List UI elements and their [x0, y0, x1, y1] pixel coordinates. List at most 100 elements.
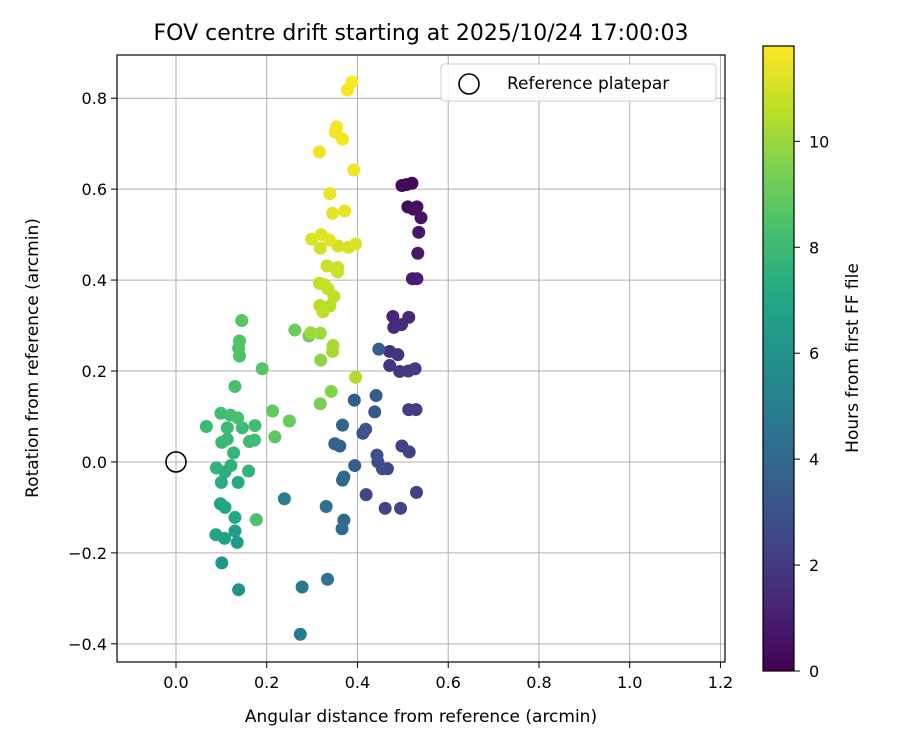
x-tick-label: 0.6 — [435, 673, 460, 692]
data-point — [348, 459, 362, 473]
data-point — [414, 211, 428, 225]
data-point — [313, 326, 327, 340]
data-point — [242, 464, 256, 478]
data-point — [369, 389, 383, 403]
data-point — [228, 379, 242, 393]
y-tick-label: 0.4 — [82, 271, 107, 290]
data-point — [349, 370, 363, 384]
data-point — [345, 75, 359, 89]
data-point — [248, 419, 262, 433]
data-point — [409, 485, 423, 499]
data-point — [295, 580, 309, 594]
data-point — [349, 237, 363, 251]
data-point — [320, 259, 334, 273]
data-point — [386, 309, 400, 323]
legend-marker-icon — [458, 73, 480, 95]
data-point — [378, 501, 392, 515]
x-tick-label: 0.0 — [163, 673, 188, 692]
data-points — [199, 75, 428, 641]
data-point — [410, 272, 424, 286]
data-point — [370, 448, 384, 462]
data-point — [314, 353, 328, 367]
data-point — [394, 318, 408, 332]
data-point — [228, 524, 242, 538]
data-point — [282, 414, 296, 428]
data-point — [249, 513, 263, 527]
data-point — [412, 225, 426, 239]
data-point — [220, 432, 234, 446]
data-point — [326, 206, 340, 220]
data-point — [336, 473, 350, 487]
data-point — [304, 326, 318, 340]
colorbar-tick-label: 0 — [809, 662, 819, 681]
data-point — [383, 359, 397, 373]
data-point — [313, 241, 327, 255]
data-point — [312, 145, 326, 159]
data-point — [233, 334, 247, 348]
data-point — [406, 202, 420, 216]
data-point — [347, 163, 361, 177]
data-point — [224, 459, 238, 473]
x-axis-ticks: 0.0 0.2 0.4 0.6 0.8 1.0 1.2 — [163, 662, 733, 692]
data-point — [330, 120, 344, 134]
data-point — [324, 384, 338, 398]
legend: Reference platepar — [440, 63, 717, 102]
x-tick-label: 0.4 — [345, 673, 370, 692]
x-tick-label: 0.2 — [254, 673, 279, 692]
data-point — [218, 500, 232, 514]
legend-box — [440, 63, 717, 102]
data-point — [288, 323, 302, 337]
legend-entry: Reference platepar — [507, 74, 669, 94]
data-point — [227, 446, 241, 460]
data-point — [255, 362, 269, 376]
data-point — [230, 535, 244, 549]
data-point — [402, 445, 416, 459]
colorbar — [762, 45, 795, 672]
data-point — [199, 419, 213, 433]
data-point — [232, 583, 246, 597]
data-point — [409, 403, 423, 417]
data-point — [209, 461, 223, 475]
y-tick-label: −0.2 — [68, 544, 107, 563]
y-tick-label: 0.6 — [82, 180, 107, 199]
data-point — [316, 305, 330, 319]
data-point — [391, 348, 405, 362]
data-point — [323, 187, 337, 201]
colorbar-ticks: 0 2 4 6 8 10 — [794, 132, 829, 681]
reference-platepar-marker — [165, 451, 187, 473]
data-point — [394, 501, 408, 515]
data-point — [331, 260, 345, 274]
data-point — [209, 528, 223, 542]
data-point — [266, 404, 280, 418]
data-point — [319, 499, 333, 513]
data-point — [411, 246, 425, 260]
plot-area — [117, 55, 725, 662]
data-point — [214, 475, 228, 489]
data-point — [395, 178, 409, 192]
data-point — [231, 411, 245, 425]
data-point — [220, 421, 234, 435]
data-point — [336, 418, 350, 432]
y-tick-label: 0.8 — [82, 89, 107, 108]
x-axis-label: Angular distance from reference (arcmin) — [245, 707, 597, 727]
data-point — [347, 393, 361, 407]
data-point — [359, 488, 373, 502]
colorbar-tick-label: 10 — [809, 132, 829, 151]
y-axis-label: Rotation from reference (arcmin) — [23, 218, 43, 498]
colorbar-tick-label: 2 — [809, 556, 819, 575]
colorbar-label: Hours from first FF file — [843, 263, 863, 453]
x-tick-label: 0.8 — [526, 673, 551, 692]
data-point — [328, 437, 342, 451]
y-tick-label: 0.0 — [82, 453, 107, 472]
data-point — [235, 314, 249, 328]
y-axis-ticks: −0.4 −0.2 0.0 0.2 0.4 0.6 0.8 — [68, 89, 117, 654]
data-point — [231, 475, 245, 489]
data-point — [247, 433, 261, 447]
colorbar-tick-label: 8 — [809, 238, 819, 257]
chart-title: FOV centre drift starting at 2025/10/24 … — [154, 21, 689, 46]
data-point — [326, 339, 340, 353]
data-point — [277, 492, 291, 506]
data-point — [313, 397, 327, 411]
data-point — [215, 556, 229, 570]
